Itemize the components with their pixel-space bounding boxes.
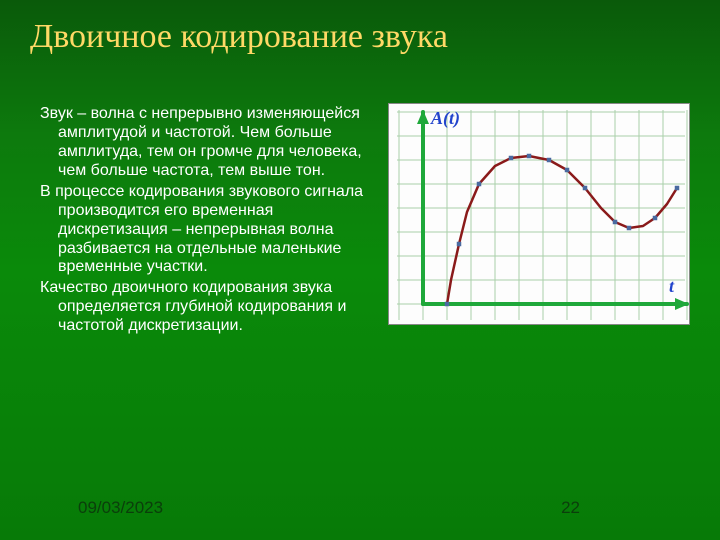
content-row: Звук – волна с непрерывно изменяющейся а… bbox=[30, 105, 690, 338]
paragraph: В процессе кодирования звукового сигнала… bbox=[30, 183, 370, 277]
footer-date: 09/03/2023 bbox=[78, 498, 163, 518]
paragraph: Качество двоичного кодирования звука опр… bbox=[30, 279, 370, 336]
paragraph: Звук – волна с непрерывно изменяющейся а… bbox=[30, 105, 370, 181]
amplitude-chart: A(t) t bbox=[388, 103, 690, 325]
chart-svg bbox=[389, 104, 691, 326]
text-column: Звук – волна с непрерывно изменяющейся а… bbox=[30, 105, 370, 338]
footer-page-number: 22 bbox=[561, 498, 580, 518]
x-axis-label: t bbox=[669, 276, 674, 297]
slide: Двоичное кодирование звука Звук – волна … bbox=[0, 0, 720, 540]
chart-column: A(t) t bbox=[380, 105, 690, 338]
y-axis-label: A(t) bbox=[431, 108, 460, 129]
slide-title: Двоичное кодирование звука bbox=[30, 18, 690, 55]
